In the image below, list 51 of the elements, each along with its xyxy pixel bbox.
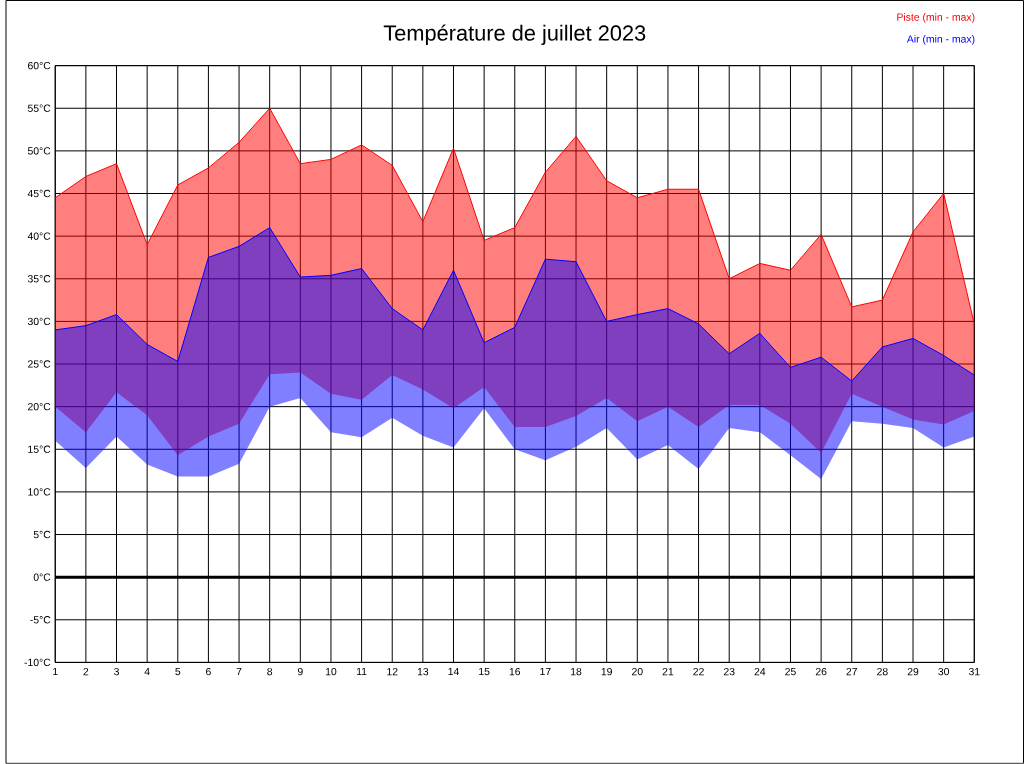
y-tick-label: -10°C [24, 658, 51, 667]
x-tick-label: 17 [540, 667, 551, 676]
x-tick-label: 8 [267, 667, 273, 676]
x-tick-label: 1 [53, 667, 58, 676]
x-tick-label: 13 [417, 667, 429, 676]
x-tick-label: 2 [83, 667, 89, 676]
x-tick-label: 22 [693, 667, 704, 676]
y-tick-label: 20°C [28, 403, 51, 411]
y-tick-label: 35°C [27, 275, 51, 283]
x-tick-label: 10 [325, 667, 337, 676]
x-tick-label: 4 [144, 667, 150, 676]
y-tick-label: -5°C [30, 616, 51, 624]
x-tick-label: 24 [754, 667, 766, 676]
x-tick-label: 18 [571, 667, 582, 676]
y-tick-label: 25°C [28, 360, 51, 368]
x-tick-label: 9 [297, 667, 303, 676]
text: Air (min - max) [906, 35, 975, 45]
x-tick-label: 30 [938, 667, 950, 676]
text: Piste (min - max) [897, 13, 975, 23]
x-tick-label: 14 [448, 667, 459, 676]
x-tick-label: 21 [662, 667, 674, 676]
y-tick-label: 10°C [28, 488, 51, 496]
x-tick-label: 23 [723, 667, 735, 676]
x-tick-label: 12 [387, 667, 398, 676]
y-tick-label: 0°C [33, 573, 51, 581]
x-tick-label: 3 [114, 667, 119, 676]
y-tick-label: 45°C [27, 189, 51, 198]
x-tick-label: 15 [479, 667, 490, 676]
y-tick-label: 15°C [28, 445, 51, 454]
x-tick-label: 5 [175, 667, 181, 676]
x-tick-label: 26 [815, 667, 827, 676]
x-tick-label: 6 [206, 667, 211, 676]
x-tick-label: 16 [509, 667, 521, 676]
y-tick-label: 30°C [27, 317, 51, 326]
x-tick-label: 31 [968, 667, 980, 676]
line-series [54, 227, 975, 382]
x-tick-label: 7 [236, 667, 242, 676]
y-tick-label: 5°C [33, 530, 51, 539]
x-tick-label: 29 [907, 667, 919, 676]
y-tick-label: 50°C [27, 147, 51, 155]
x-tick-label: 28 [877, 667, 888, 676]
line-series [54, 107, 975, 325]
x-tick-label: 20 [632, 667, 643, 676]
y-tick-label: 40°C [27, 232, 51, 240]
x-tick-label: 19 [601, 667, 612, 676]
y-tick-label: 60°C [28, 62, 51, 70]
x-tick-label: 27 [846, 667, 857, 676]
x-tick-label: 25 [785, 667, 796, 676]
y-tick-label: 55°C [27, 104, 51, 113]
chart-title: Température de juillet 2023 [383, 24, 646, 46]
x-tick-label: 11 [356, 667, 367, 676]
